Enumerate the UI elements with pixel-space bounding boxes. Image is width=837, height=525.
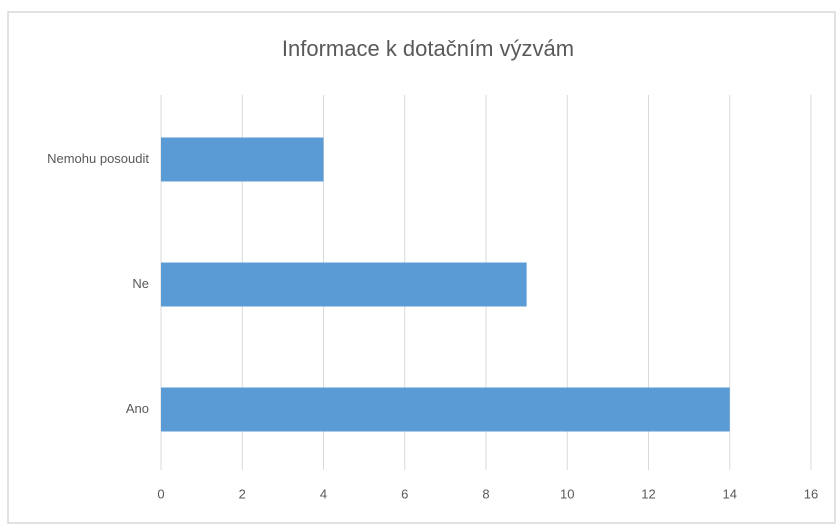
- y-tick-label: Ne: [132, 276, 149, 291]
- x-tick-label: 8: [482, 486, 489, 501]
- x-tick-label: 6: [401, 486, 408, 501]
- x-tick-label: 4: [320, 486, 327, 501]
- x-tick-label: 16: [804, 486, 818, 501]
- x-tick-label: 2: [239, 486, 246, 501]
- x-tick-label: 12: [641, 486, 655, 501]
- y-tick-label: Ano: [126, 401, 149, 416]
- x-tick-label: 0: [157, 486, 164, 501]
- chart-title: Informace k dotačním výzvám: [282, 36, 574, 61]
- bar: [161, 262, 527, 307]
- bar: [161, 137, 324, 182]
- x-tick-label: 10: [560, 486, 574, 501]
- bar: [161, 387, 730, 432]
- x-tick-label: 14: [723, 486, 737, 501]
- y-tick-label: Nemohu posoudit: [47, 151, 149, 166]
